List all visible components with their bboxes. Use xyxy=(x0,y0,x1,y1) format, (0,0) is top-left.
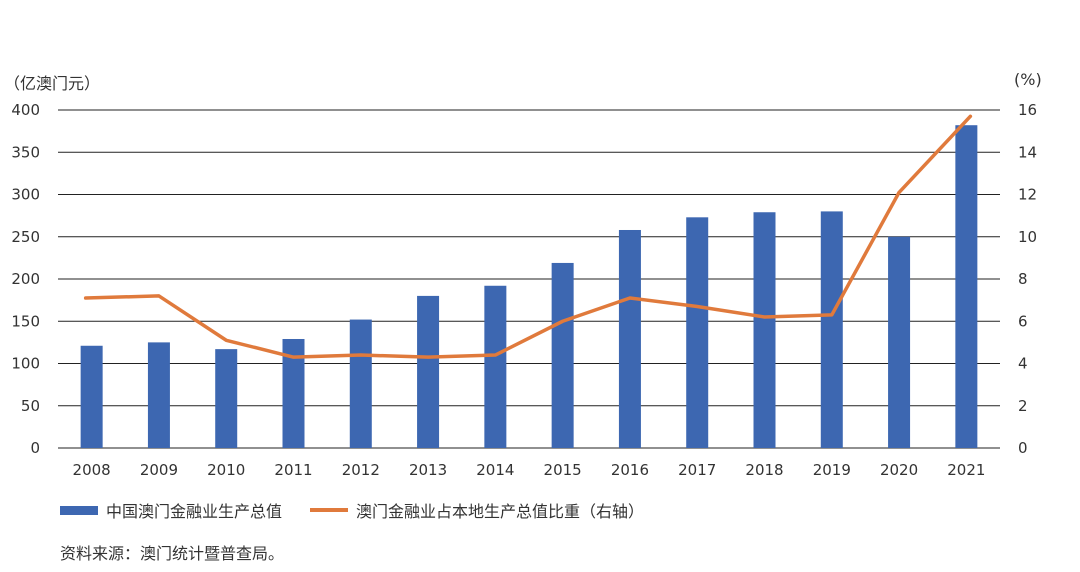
legend-swatch-bar xyxy=(60,505,98,515)
x-tick-label: 2021 xyxy=(947,461,985,479)
legend-item-bar: 中国澳门金融业生产总值 xyxy=(60,498,282,522)
bar xyxy=(349,319,372,448)
bar xyxy=(618,229,641,448)
bar xyxy=(80,345,103,448)
left-axis-unit: （亿澳门元） xyxy=(4,74,101,93)
line-series xyxy=(83,114,973,359)
x-tick-label: 2009 xyxy=(140,461,178,479)
right-tick-label: 4 xyxy=(1018,355,1028,373)
x-tick-label: 2017 xyxy=(678,461,716,479)
x-tick-label: 2018 xyxy=(745,461,783,479)
right-tick-label: 16 xyxy=(1018,101,1037,119)
bar xyxy=(417,295,440,448)
bar xyxy=(686,217,709,448)
right-tick-label: 14 xyxy=(1018,143,1037,161)
legend-swatch-line xyxy=(310,508,349,512)
chart-canvas: 0 50 100 150 200 250 300 350 400 0 2 4 6 8 10 12 14 16 200… xyxy=(11,101,1037,479)
right-tick-label: 6 xyxy=(1018,312,1028,330)
bar xyxy=(147,342,170,448)
bar xyxy=(753,212,776,448)
x-tick-label: 2012 xyxy=(342,461,380,479)
x-tick-label: 2015 xyxy=(544,461,582,479)
left-tick-label: 50 xyxy=(21,397,40,415)
right-tick-label: 0 xyxy=(1018,439,1028,457)
source-note: 资料来源：澳门统计暨普查局。 xyxy=(60,544,285,563)
legend-label-line: 澳门金融业占本地生产总值比重（右轴） xyxy=(356,502,645,521)
bar xyxy=(484,285,507,448)
right-tick-label: 8 xyxy=(1018,270,1028,288)
left-tick-label: 200 xyxy=(11,270,40,288)
left-tick-label: 300 xyxy=(11,186,40,204)
bar xyxy=(282,338,305,448)
bar xyxy=(215,349,238,448)
right-tick-label: 2 xyxy=(1018,397,1028,415)
x-tick-label: 2019 xyxy=(813,461,851,479)
left-tick-label: 0 xyxy=(30,439,40,457)
x-tick-label: 2014 xyxy=(476,461,514,479)
x-tick-label: 2013 xyxy=(409,461,447,479)
legend: 中国澳门金融业生产总值 澳门金融业占本地生产总值比重（右轴） xyxy=(60,498,672,522)
bar xyxy=(888,236,911,448)
bar xyxy=(551,262,574,448)
x-tick-label: 2011 xyxy=(274,461,312,479)
left-tick-label: 400 xyxy=(11,101,40,119)
right-tick-label: 10 xyxy=(1018,228,1037,246)
legend-label-bar: 中国澳门金融业生产总值 xyxy=(106,502,283,521)
left-tick-label: 150 xyxy=(11,312,40,330)
left-tick-label: 100 xyxy=(11,355,40,373)
bar xyxy=(955,125,978,449)
x-tick-label: 2020 xyxy=(880,461,918,479)
legend-item-line: 澳门金融业占本地生产总值比重（右轴） xyxy=(310,498,644,522)
left-tick-label: 250 xyxy=(11,228,40,246)
bar xyxy=(820,211,843,448)
right-axis-unit: (%) xyxy=(1014,70,1042,89)
x-tick-label: 2010 xyxy=(207,461,245,479)
left-tick-label: 350 xyxy=(11,143,40,161)
x-tick-label: 2016 xyxy=(611,461,649,479)
right-tick-label: 12 xyxy=(1018,186,1037,204)
x-tick-label: 2008 xyxy=(73,461,111,479)
